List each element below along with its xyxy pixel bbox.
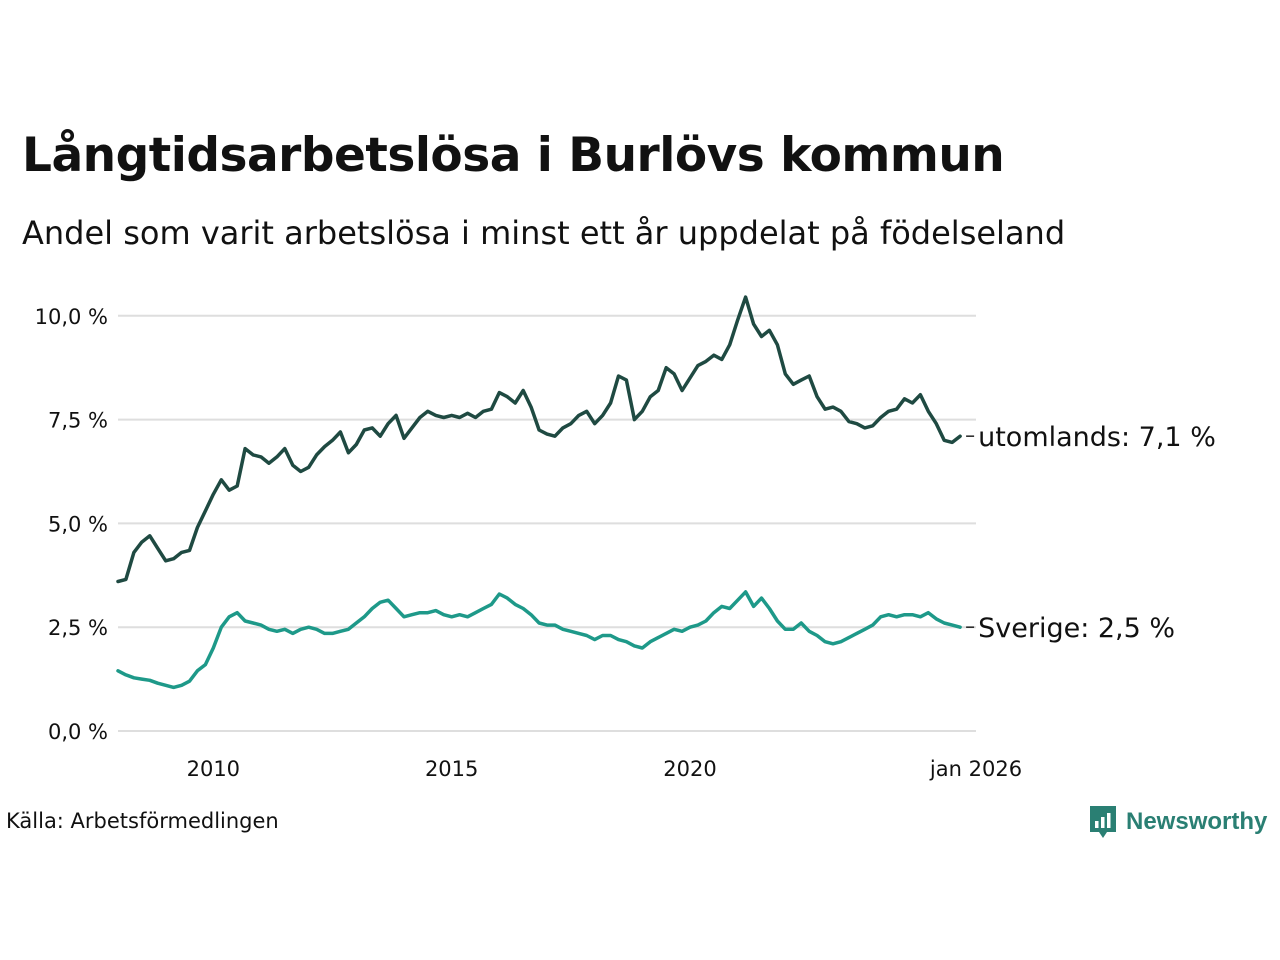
end-label-sverige: Sverige: 2,5 % — [978, 613, 1175, 644]
newsworthy-logo-icon — [1090, 806, 1116, 838]
series-lines — [116, 295, 962, 690]
grid-lines — [118, 314, 976, 732]
chart-title: Långtidsarbetslösa i Burlövs kommun — [22, 128, 1005, 183]
x-tick-label: 2010 — [187, 757, 240, 781]
chart-subtitle: Andel som varit arbetslösa i minst ett å… — [22, 214, 1066, 252]
source-note: Källa: Arbetsförmedlingen — [6, 809, 279, 833]
series-line-sverige — [116, 590, 962, 690]
y-tick-label: 5,0 % — [48, 512, 108, 536]
y-tick-label: 2,5 % — [48, 616, 108, 640]
end-label-utomlands: utomlands: 7,1 % — [978, 422, 1216, 453]
brand-logo: Newsworthy — [1088, 804, 1267, 840]
x-axis: 2010 2015 2020 jan 2026 — [187, 757, 1022, 781]
y-tick-label: 10,0 % — [35, 305, 108, 329]
x-tick-label: 2020 — [663, 757, 716, 781]
x-tick-label: 2015 — [425, 757, 478, 781]
x-tick-label: jan 2026 — [929, 757, 1022, 781]
y-tick-label: 0,0 % — [48, 720, 108, 744]
y-tick-label: 7,5 % — [48, 409, 108, 433]
series-line-utomlands — [116, 295, 962, 584]
brand-name: Newsworthy — [1126, 808, 1268, 835]
y-axis: 0,0 % 2,5 % 5,0 % 7,5 % 10,0 % — [35, 305, 108, 744]
series-end-labels: utomlands: 7,1 % Sverige: 2,5 % — [966, 422, 1216, 644]
